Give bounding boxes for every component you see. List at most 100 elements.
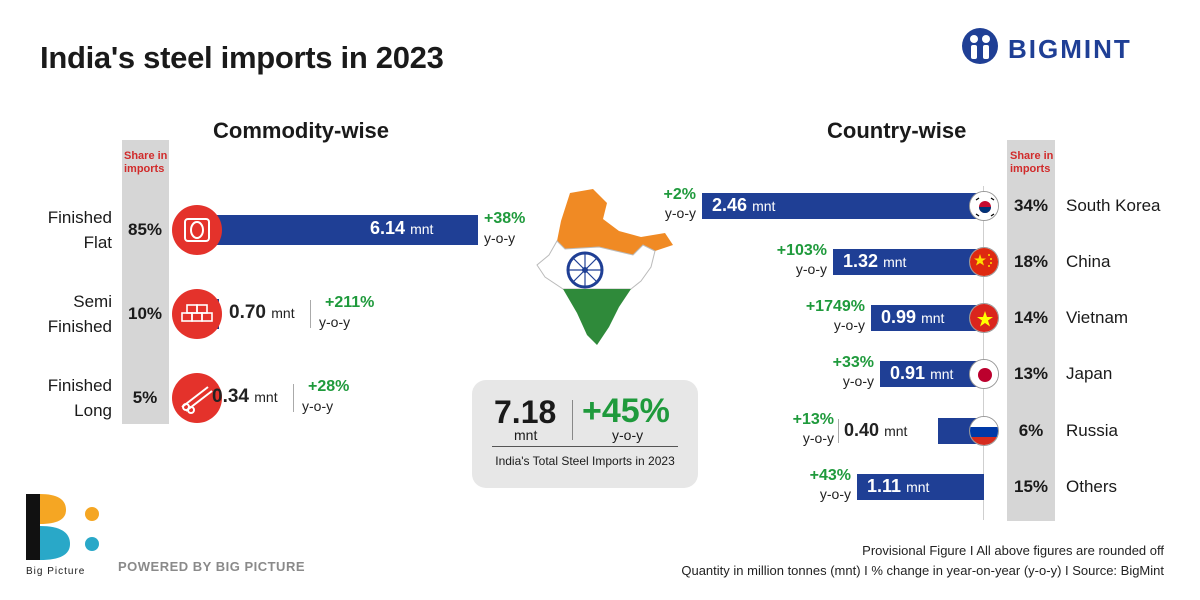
total-value: 7.18 (494, 394, 557, 430)
yoy-percent: +38% (484, 210, 526, 227)
share-value: 13% (1013, 364, 1049, 383)
yoy-label: y-o-y (842, 373, 874, 389)
yoy-label: y-o-y (664, 205, 696, 221)
data-unit: mnt (921, 310, 945, 326)
commodity-share-column (122, 140, 169, 424)
data-unit: mnt (271, 305, 295, 321)
share-value: 34% (1013, 196, 1049, 215)
data-label: 6.14 mnt (370, 218, 433, 239)
data-unit: mnt (752, 198, 776, 214)
category-label: Finished Long (12, 373, 112, 423)
south-korea-flag-icon (969, 191, 999, 221)
bar (702, 193, 984, 219)
country-share-header: Share in imports (1010, 150, 1054, 175)
category-label-line: Flat (83, 233, 112, 252)
data-value: 0.70 (229, 302, 266, 323)
total-caption: India's Total Steel Imports in 2023 (495, 454, 675, 468)
data-label: 0.91 mnt (890, 363, 953, 384)
big-picture-logo-icon (26, 494, 99, 560)
country-name: Others (1066, 477, 1118, 496)
data-unit: mnt (884, 423, 908, 439)
total-yoy-label: y-o-y (612, 427, 644, 443)
data-value: 1.32 (843, 251, 879, 271)
commodity-section-title: Commodity-wise (213, 118, 390, 143)
category-label: Semi Finished (12, 289, 112, 339)
country-name: Vietnam (1066, 308, 1129, 327)
total-divider (572, 400, 573, 440)
data-label: 0.40 mnt (844, 420, 907, 441)
category-label-line: Finished (47, 376, 112, 395)
powered-by-text: POWERED BY BIG PICTURE (118, 559, 306, 574)
country-axis-line (983, 186, 984, 520)
total-underline (492, 446, 678, 447)
japan-flag-icon (969, 359, 999, 389)
yoy-label: y-o-y (484, 230, 516, 246)
data-value: 0.34 (212, 386, 249, 407)
yoy-percent: +43% (809, 467, 851, 484)
bigmint-logo: BIGMINT (960, 26, 1160, 70)
share-value: 14% (1013, 308, 1049, 327)
brand-name: BIGMINT (1008, 34, 1132, 64)
yoy-divider (310, 300, 311, 328)
total-unit: mnt (514, 427, 538, 443)
data-value: 0.99 (881, 307, 917, 327)
yoy-divider (838, 419, 839, 443)
bar (186, 215, 478, 245)
bigmint-emblem-icon (962, 28, 998, 64)
yoy-percent: +33% (832, 354, 874, 371)
country-section-title: Country-wise (827, 118, 967, 143)
big-picture-logo (24, 492, 104, 564)
china-flag-icon (969, 247, 999, 277)
yoy-percent: +13% (792, 411, 834, 428)
steel-billets-icon (172, 289, 222, 339)
logo-caption: Big Picture (26, 566, 86, 577)
data-label: 1.32 mnt (843, 251, 906, 272)
data-value: 6.14 (370, 218, 406, 238)
data-value: 2.46 (712, 195, 748, 215)
data-unit: mnt (254, 389, 278, 405)
yoy-label: y-o-y (819, 486, 851, 502)
data-unit: mnt (410, 221, 434, 237)
bar (857, 474, 984, 500)
data-label: 0.70 mnt (229, 302, 295, 324)
share-value: 18% (1013, 252, 1049, 271)
footer-note-2: Quantity in million tonnes (mnt) I % cha… (681, 563, 1164, 578)
share-value: 6% (1018, 421, 1044, 440)
yoy-divider (293, 384, 294, 412)
yoy-label: y-o-y (795, 261, 827, 277)
yoy-label: y-o-y (302, 398, 334, 414)
yoy-percent: +2% (663, 186, 696, 203)
country-name: South Korea (1066, 196, 1161, 215)
data-value: 0.40 (844, 420, 880, 440)
yoy-percent: +1749% (805, 298, 865, 315)
category-label-line: Finished (47, 317, 112, 336)
data-label: 0.34 mnt (212, 386, 278, 408)
yoy-label: y-o-y (319, 314, 351, 330)
yoy-percent: +103% (776, 242, 827, 259)
category-label-line: Semi (73, 292, 112, 311)
share-value: 85% (127, 220, 163, 239)
data-label: 2.46 mnt (712, 195, 775, 216)
yoy-label: y-o-y (833, 317, 865, 333)
bar (871, 305, 984, 331)
share-value: 10% (127, 304, 163, 323)
data-unit: mnt (930, 366, 954, 382)
commodity-share-header: Share in imports (124, 150, 168, 175)
category-label: Finished Flat (12, 205, 112, 255)
india-map (515, 185, 685, 355)
data-unit: mnt (906, 479, 930, 495)
yoy-percent: +28% (308, 378, 350, 395)
data-label: 1.11 mnt (867, 476, 929, 497)
yoy-label: y-o-y (802, 430, 834, 446)
data-value: 1.11 (867, 476, 902, 496)
total-imports-card: 7.18 mnt +45% y-o-y India's Total Steel … (472, 380, 698, 488)
page-title: India's steel imports in 2023 (40, 40, 444, 75)
india-map-icon (536, 189, 673, 345)
data-value: 0.91 (890, 363, 926, 383)
data-label: 0.99 mnt (881, 307, 944, 328)
category-label-line: Long (74, 401, 112, 420)
russia-flag-icon (969, 416, 999, 446)
steel-bars-icon (172, 373, 222, 423)
country-share-column (1007, 140, 1055, 521)
yoy-percent: +211% (325, 294, 375, 311)
